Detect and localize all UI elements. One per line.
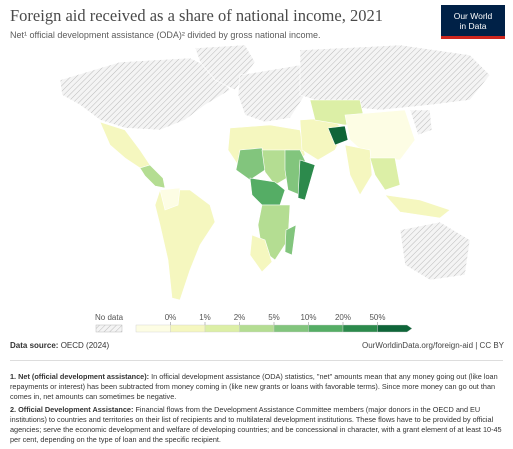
logo[interactable]: Our World in Data bbox=[441, 5, 505, 39]
legend-tick-label: 0% bbox=[165, 313, 177, 322]
subtitle: Net¹ official development assistance (OD… bbox=[10, 30, 321, 40]
logo-line: Our World bbox=[453, 11, 493, 21]
note-label: 1. Net (official development assistance)… bbox=[10, 372, 150, 381]
note: 1. Net (official development assistance)… bbox=[10, 372, 503, 402]
no-data-label: No data bbox=[95, 313, 124, 322]
map: No data 0% 1% 2% 5% 10% 20% 50% bbox=[59, 44, 491, 333]
note-label: 2. Official Development Assistance: bbox=[10, 405, 134, 414]
url[interactable]: OurWorldinData.org/foreign-aid | CC BY bbox=[362, 341, 504, 350]
legend-swatch bbox=[342, 324, 378, 333]
legend-tick-label: 5% bbox=[268, 313, 280, 322]
legend-tick-label: 50% bbox=[369, 313, 385, 322]
legend-swatch bbox=[273, 324, 309, 333]
source-text: OECD (2024) bbox=[60, 341, 110, 350]
no-data-swatch bbox=[95, 324, 123, 333]
legend-swatch bbox=[239, 324, 275, 333]
legend-tick-label: 20% bbox=[335, 313, 351, 322]
countries bbox=[59, 44, 491, 301]
legend-swatch bbox=[135, 324, 171, 333]
legend-tick-label: 1% bbox=[199, 313, 211, 322]
legend-tick-label: 10% bbox=[300, 313, 316, 322]
legend-swatch bbox=[377, 324, 413, 333]
legend-swatch bbox=[204, 324, 240, 333]
logo-line: in Data bbox=[459, 21, 487, 31]
note-text: Financial flows from the Development Ass… bbox=[10, 405, 502, 444]
divider bbox=[10, 360, 503, 361]
legend-swatch bbox=[170, 324, 206, 333]
title: Foreign aid received as a share of natio… bbox=[10, 6, 383, 25]
note-text: In official development assistance (ODA)… bbox=[10, 372, 498, 401]
legend: No data 0% 1% 2% 5% 10% 20% 50% bbox=[95, 313, 413, 333]
legend-swatch bbox=[308, 324, 344, 333]
legend-tick-label: 2% bbox=[234, 313, 246, 322]
source-label: Data source: bbox=[10, 341, 59, 350]
note: 2. Official Development Assistance: Fina… bbox=[10, 405, 503, 445]
source: Data source: OECD (2024) bbox=[10, 341, 109, 350]
